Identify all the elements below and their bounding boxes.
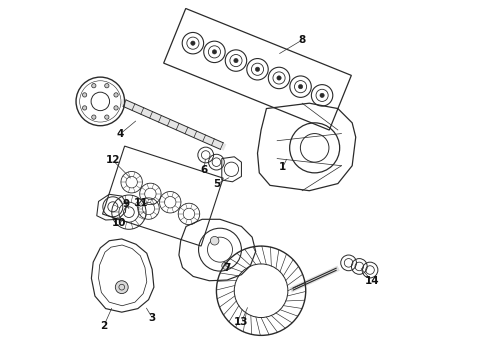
Circle shape: [298, 85, 303, 89]
Text: 14: 14: [365, 276, 379, 286]
Circle shape: [105, 115, 109, 119]
Text: 2: 2: [100, 321, 107, 331]
Circle shape: [115, 281, 128, 294]
Text: 8: 8: [298, 35, 306, 45]
Circle shape: [255, 67, 260, 71]
Circle shape: [92, 84, 96, 88]
Text: 3: 3: [148, 312, 156, 323]
Circle shape: [82, 93, 87, 97]
Text: 6: 6: [200, 165, 208, 175]
Circle shape: [222, 262, 229, 269]
Text: 5: 5: [213, 179, 220, 189]
Text: 7: 7: [223, 262, 231, 273]
Circle shape: [105, 84, 109, 88]
Circle shape: [210, 237, 219, 245]
Text: 11: 11: [134, 198, 148, 208]
Circle shape: [212, 50, 217, 54]
Text: 9: 9: [123, 199, 130, 209]
Circle shape: [92, 115, 96, 119]
Circle shape: [320, 93, 324, 98]
Circle shape: [277, 76, 281, 80]
Circle shape: [82, 106, 87, 110]
Circle shape: [234, 58, 238, 63]
Text: 12: 12: [105, 156, 120, 165]
Text: 13: 13: [234, 317, 249, 327]
Text: 1: 1: [279, 162, 286, 172]
Circle shape: [191, 41, 195, 45]
Circle shape: [114, 93, 118, 97]
Text: 4: 4: [117, 129, 124, 139]
Circle shape: [114, 106, 118, 110]
Text: 10: 10: [112, 218, 126, 228]
